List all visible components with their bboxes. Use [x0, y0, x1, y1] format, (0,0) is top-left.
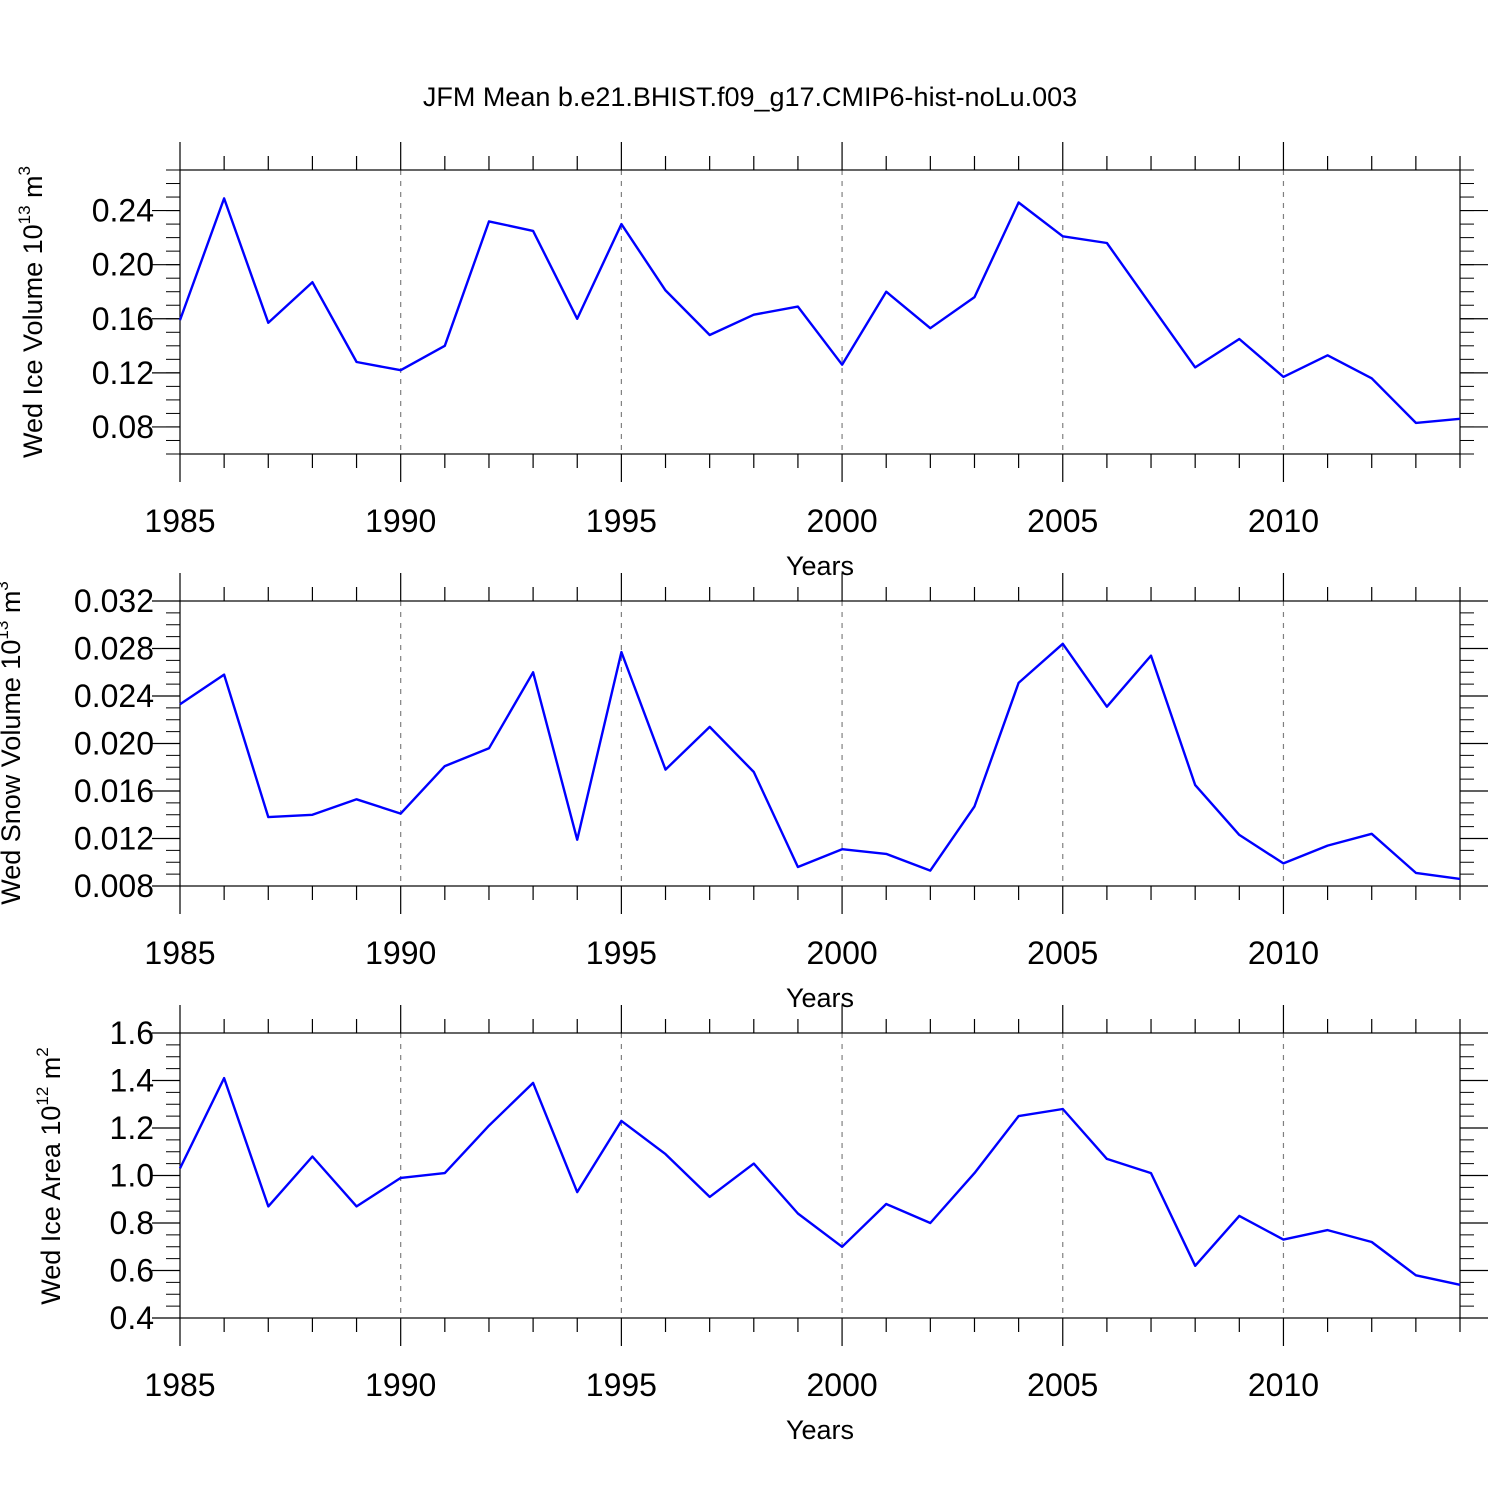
y-tick-label: 0.4	[110, 1300, 154, 1336]
x-tick-label: 1985	[144, 1367, 215, 1403]
y-tick-label: 0.8	[110, 1205, 154, 1241]
y-axis-title-unit: m	[36, 1057, 66, 1087]
x-axis-title: Years	[786, 551, 854, 581]
y-tick-label: 1.6	[110, 1015, 154, 1051]
y-tick-label: 0.20	[92, 247, 154, 283]
x-axis-title: Years	[786, 983, 854, 1013]
x-tick-label: 1985	[144, 503, 215, 539]
y-axis-title-unit: m	[18, 175, 48, 205]
x-tick-label: 2000	[806, 1367, 877, 1403]
x-tick-label: 1990	[365, 935, 436, 971]
series-line	[178, 1076, 1461, 1286]
chart-title: JFM Mean b.e21.BHIST.f09_g17.CMIP6-hist-…	[423, 82, 1077, 112]
y-axis-title-unit-exp: 3	[15, 166, 34, 175]
y-tick-label: 0.6	[110, 1253, 154, 1289]
y-axis-title-exp: 13	[15, 205, 34, 224]
y-tick-label: 1.0	[110, 1158, 154, 1194]
chart-panel-3: 0.4 0.6 0.8 1.0 1.2 1.4 1.6 1985 1990 1995 2000 200…	[33, 1005, 1488, 1445]
y-tick-label: 0.032	[74, 583, 154, 619]
y-axis-title-prefix: Wed Ice Area 10	[36, 1106, 66, 1305]
chart-panel-1: 0.08 0.12 0.16 0.20 0.24 1985 1990 1995 2000 2005…	[15, 142, 1488, 581]
chart-panel-2: 0.008 0.012 0.016 0.020 0.024 0.028 0.032 1985 1…	[0, 573, 1488, 1013]
y-axis-title-unit-exp: 3	[0, 581, 12, 590]
y-tick-label: 0.008	[74, 868, 154, 904]
y-axis-title: Wed Ice Volume 1013 m3	[15, 166, 48, 458]
x-tick-label: 2010	[1248, 1367, 1319, 1403]
y-axis-title: Wed Ice Area 1012 m2	[33, 1047, 66, 1305]
x-tick-label: 2005	[1027, 1367, 1098, 1403]
x-tick-label: 1985	[144, 935, 215, 971]
plot-frame	[179, 169, 1461, 455]
x-tick-label: 2010	[1248, 935, 1319, 971]
y-axis-title: Wed Snow Volume 1013 m3	[0, 581, 26, 905]
y-tick-label: 0.12	[92, 355, 154, 391]
x-tick-label: 2005	[1027, 935, 1098, 971]
y-tick-label: 0.024	[74, 678, 154, 714]
x-tick-label: 2000	[806, 503, 877, 539]
y-tick-label: 0.012	[74, 821, 154, 857]
plot-frame	[179, 600, 1461, 887]
x-axis-title: Years	[786, 1415, 854, 1445]
plot-frame	[179, 1032, 1461, 1319]
x-tick-label: 1995	[586, 935, 657, 971]
series-line	[178, 197, 1461, 425]
y-axis-title-exp: 12	[33, 1087, 52, 1106]
y-tick-label: 0.16	[92, 301, 154, 337]
y-tick-label: 0.028	[74, 631, 154, 667]
y-axis-title-prefix: Wed Ice Volume 10	[18, 224, 48, 458]
y-axis-title-exp: 13	[0, 621, 12, 640]
x-tick-label: 1990	[365, 503, 436, 539]
y-axis-title-unit-exp: 2	[33, 1047, 52, 1056]
y-axis-title-unit: m	[0, 591, 26, 621]
y-tick-label: 0.016	[74, 773, 154, 809]
series-line	[179, 642, 1461, 881]
y-tick-label: 0.24	[92, 193, 154, 229]
y-tick-label: 0.020	[74, 726, 154, 762]
x-tick-label: 1995	[586, 1367, 657, 1403]
y-axis-title-prefix: Wed Snow Volume 10	[0, 640, 26, 905]
x-tick-label: 1995	[586, 503, 657, 539]
x-tick-label: 2000	[806, 935, 877, 971]
x-tick-label: 2010	[1248, 503, 1319, 539]
y-tick-label: 1.2	[110, 1110, 154, 1146]
x-tick-label: 2005	[1027, 503, 1098, 539]
y-tick-label: 0.08	[92, 409, 154, 445]
x-tick-label: 1990	[365, 1367, 436, 1403]
y-tick-label: 1.4	[110, 1063, 154, 1099]
